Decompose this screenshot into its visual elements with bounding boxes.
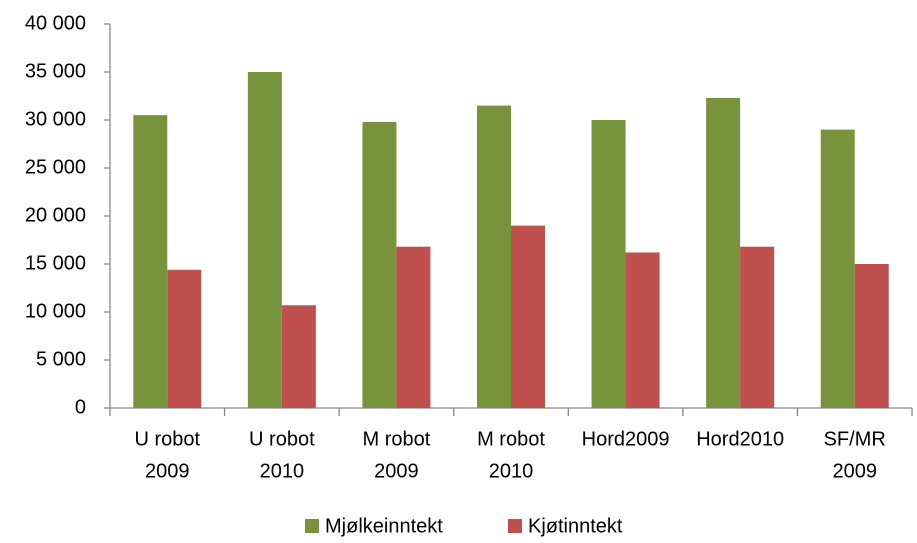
x-tick-label: 2009 (145, 460, 190, 482)
y-tick-label: 20 000 (25, 204, 86, 226)
y-tick-label: 35 000 (25, 60, 86, 82)
legend-swatch (305, 519, 319, 533)
y-tick-label: 5 000 (36, 348, 86, 370)
bar (362, 121, 397, 409)
bar (625, 252, 660, 408)
x-tick-label: U robot (134, 428, 200, 450)
x-tick-label: U robot (249, 428, 315, 450)
legend-label: Mjølkeinntekt (325, 515, 443, 537)
bar (477, 105, 511, 408)
x-tick-label: 2010 (489, 460, 534, 482)
x-tick-label: M robot (477, 428, 545, 450)
x-tick-label: SF/MR (824, 428, 886, 450)
x-tick-label: 2010 (260, 460, 305, 482)
x-tick-label: Hord2009 (582, 428, 670, 450)
x-tick-label: Hord2010 (696, 428, 784, 450)
legend-label: Kjøtinntekt (528, 515, 623, 537)
bar (854, 264, 889, 408)
y-tick-label: 40 000 (25, 12, 86, 34)
bar (706, 97, 741, 409)
y-tick-label: 10 000 (25, 300, 86, 322)
y-tick-label: 0 (75, 396, 86, 418)
x-tick-label: 2009 (832, 460, 877, 482)
bar (396, 246, 431, 408)
bar (591, 120, 626, 408)
bar (740, 246, 775, 408)
y-tick-label: 25 000 (25, 156, 86, 178)
bar (281, 305, 316, 408)
legend-swatch (508, 519, 522, 533)
bar (247, 72, 282, 408)
y-tick-label: 15 000 (25, 252, 86, 274)
bar (511, 225, 545, 408)
y-tick-label: 30 000 (25, 108, 86, 130)
x-tick-label: 2009 (374, 460, 419, 482)
bar (133, 115, 168, 408)
x-tick-label: M robot (363, 428, 431, 450)
bar (820, 129, 855, 408)
bar (167, 269, 202, 408)
